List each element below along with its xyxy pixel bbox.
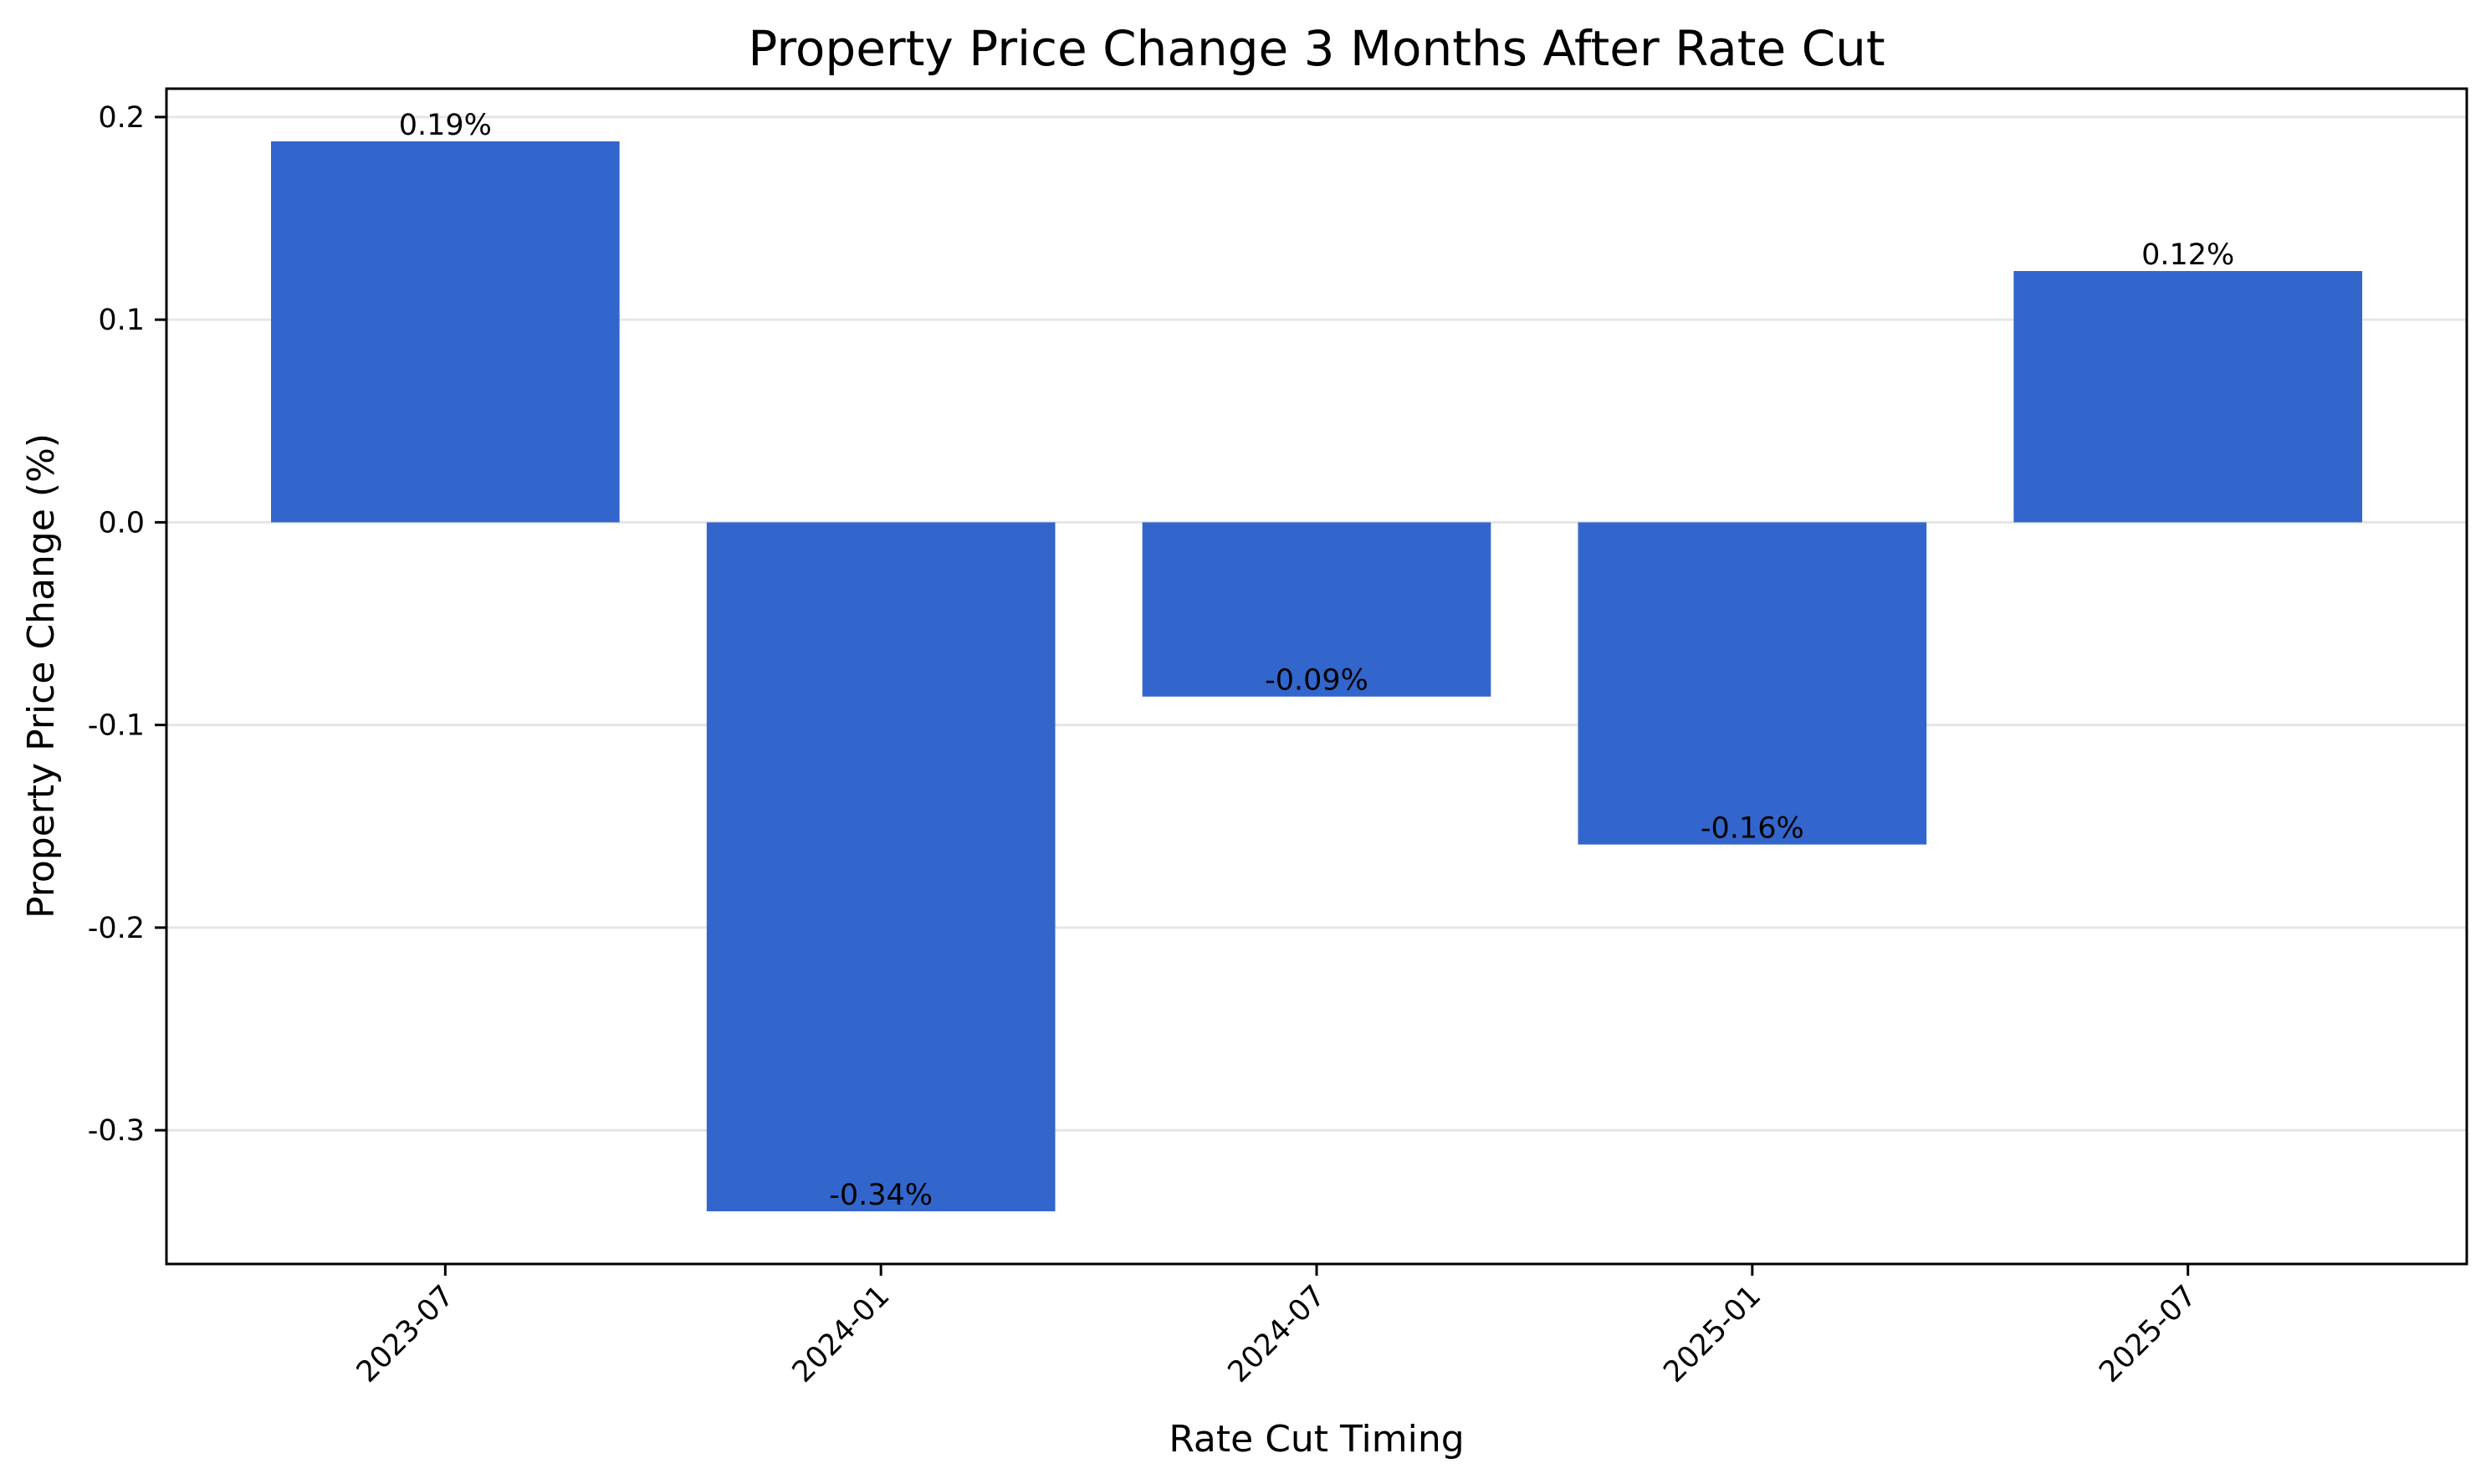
bar-2024-07 (1142, 522, 1491, 697)
y-tick-label: -0.1 (88, 709, 145, 743)
y-axis-label: Property Price Change (%) (20, 433, 63, 919)
y-tick-label: 0.1 (98, 304, 145, 337)
bar-value-label: -0.34% (829, 1179, 933, 1212)
bar-2024-01 (706, 522, 1056, 1212)
x-axis-ticks: 2023-07 2024-01 2024-07 2025-01 2025-07 (350, 1264, 2203, 1389)
bar-value-label: 0.12% (2141, 238, 2234, 272)
y-tick-label: -0.3 (88, 1114, 145, 1148)
bar-value-labels: 0.19% -0.34% -0.09% -0.16% 0.12% (399, 109, 2235, 1212)
x-tick-label: 2025-01 (1657, 1279, 1767, 1389)
y-tick-label: 0.0 (98, 506, 145, 540)
bar-2023-07 (271, 141, 620, 523)
x-tick-label: 2024-07 (1222, 1279, 1333, 1389)
bar-value-label: 0.19% (399, 109, 492, 142)
y-axis-ticks: 0.2 0.1 0.0 -0.1 -0.2 -0.3 (88, 101, 166, 1148)
bar-2025-07 (2013, 271, 2362, 523)
bar-value-label: -0.16% (1701, 812, 1804, 846)
bar-value-label: -0.09% (1265, 664, 1368, 698)
x-tick-label: 2024-01 (786, 1279, 897, 1389)
y-tick-label: 0.2 (98, 101, 145, 135)
chart-title: Property Price Change 3 Months After Rat… (748, 20, 1885, 77)
x-tick-label: 2025-07 (2093, 1279, 2203, 1389)
bar-2025-01 (1578, 522, 1927, 845)
x-tick-label: 2023-07 (350, 1279, 461, 1389)
bars (271, 141, 2362, 1212)
x-axis-label: Rate Cut Timing (1169, 1418, 1464, 1461)
y-tick-label: -0.2 (88, 912, 145, 945)
